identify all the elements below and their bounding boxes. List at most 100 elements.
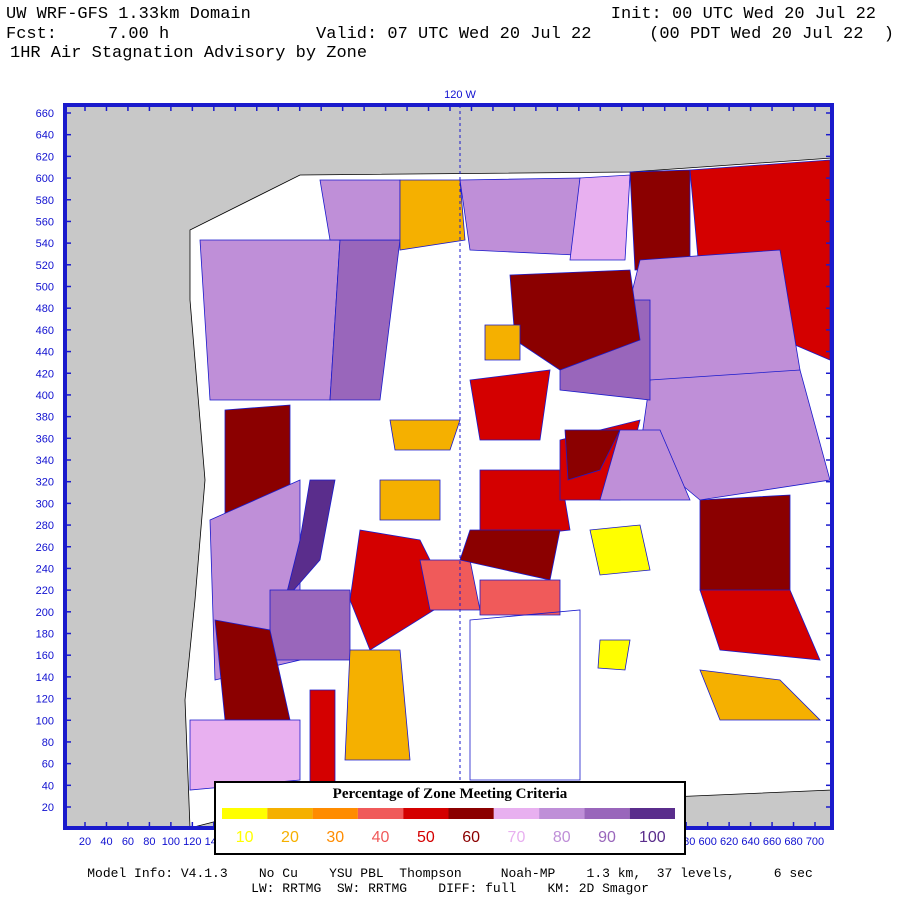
legend-swatch xyxy=(222,808,268,819)
legend-label: 10 xyxy=(236,829,254,846)
zone xyxy=(569,174,631,261)
legend-label: 100 xyxy=(639,829,666,846)
y-label: 160 xyxy=(36,650,54,662)
x-label: 100 xyxy=(162,836,180,848)
y-label: 260 xyxy=(36,542,54,554)
y-label: 440 xyxy=(36,347,54,359)
legend-label: 90 xyxy=(598,829,616,846)
header-local: (00 PDT Wed 20 Jul 22 ) xyxy=(649,25,894,44)
y-label: 140 xyxy=(36,672,54,684)
header-product: 1HR Air Stagnation Advisory by Zone xyxy=(10,44,367,63)
y-label: 20 xyxy=(42,802,54,814)
legend-swatch xyxy=(539,808,585,819)
zone xyxy=(344,649,411,761)
x-label: 700 xyxy=(806,836,824,848)
legend-swatch xyxy=(629,808,675,819)
y-label: 280 xyxy=(36,520,54,532)
y-label: 80 xyxy=(42,737,54,749)
footer-line: LW: RRTMG SW: RRTMG DIFF: full KM: 2D Sm… xyxy=(251,881,649,896)
zone xyxy=(189,719,301,791)
y-label: 340 xyxy=(36,455,54,467)
y-label: 240 xyxy=(36,563,54,575)
y-label: 360 xyxy=(36,433,54,445)
y-label: 120 xyxy=(36,694,54,706)
y-label: 60 xyxy=(42,759,54,771)
header-valid: Valid: 07 UTC Wed 20 Jul 22 xyxy=(316,25,591,44)
y-label: 200 xyxy=(36,607,54,619)
zone xyxy=(479,579,561,616)
legend-swatch xyxy=(448,808,494,819)
x-label: 640 xyxy=(741,836,759,848)
header-init: Init: 00 UTC Wed 20 Jul 22 xyxy=(611,5,876,24)
legend-swatch xyxy=(312,808,358,819)
y-label: 420 xyxy=(36,368,54,380)
y-label: 500 xyxy=(36,282,54,294)
header-title: UW WRF-GFS 1.33km Domain xyxy=(6,5,251,24)
y-label: 220 xyxy=(36,585,54,597)
zone xyxy=(269,589,351,661)
x-label: 600 xyxy=(698,836,716,848)
zone xyxy=(629,169,691,271)
legend-label: 70 xyxy=(508,829,526,846)
legend-title: Percentage of Zone Meeting Criteria xyxy=(333,786,568,802)
y-label: 480 xyxy=(36,303,54,315)
x-label: 120 xyxy=(183,836,201,848)
y-label: 100 xyxy=(36,715,54,727)
zone xyxy=(319,179,401,241)
y-label: 640 xyxy=(36,130,54,142)
zone xyxy=(599,429,691,501)
zone xyxy=(284,479,336,601)
zone xyxy=(699,589,821,661)
y-label: 580 xyxy=(36,195,54,207)
legend-swatch xyxy=(584,808,630,819)
zones xyxy=(189,159,831,791)
x-label: 60 xyxy=(122,836,134,848)
y-label: 300 xyxy=(36,498,54,510)
zone xyxy=(564,429,621,481)
zone xyxy=(379,479,441,521)
legend-label: 40 xyxy=(372,829,390,846)
zone xyxy=(309,689,336,791)
y-label: 600 xyxy=(36,173,54,185)
y-label: 520 xyxy=(36,260,54,272)
zone xyxy=(469,609,581,781)
zone xyxy=(469,369,551,441)
zone xyxy=(479,469,571,541)
zone xyxy=(419,559,481,611)
legend-label: 20 xyxy=(281,829,299,846)
legend-label: 80 xyxy=(553,829,571,846)
x-label: 80 xyxy=(143,836,155,848)
x-label: 680 xyxy=(784,836,802,848)
y-label: 620 xyxy=(36,151,54,163)
y-label: 320 xyxy=(36,477,54,489)
zone xyxy=(389,419,461,451)
x-label: 40 xyxy=(100,836,112,848)
y-label: 460 xyxy=(36,325,54,337)
y-label: 180 xyxy=(36,629,54,641)
legend-swatch xyxy=(267,808,313,819)
footer-line: Model Info: V4.1.3 No Cu YSU PBL Thompso… xyxy=(87,866,813,881)
zone xyxy=(699,669,821,721)
zone xyxy=(484,324,521,361)
legend-swatch xyxy=(403,808,449,819)
zone xyxy=(597,639,631,671)
zone xyxy=(199,239,341,401)
meridian-label: 120 W xyxy=(444,89,476,101)
zone xyxy=(399,179,466,251)
y-label: 660 xyxy=(36,108,54,120)
y-label: 40 xyxy=(42,780,54,792)
x-label: 620 xyxy=(720,836,738,848)
y-label: 560 xyxy=(36,216,54,228)
legend-label: 30 xyxy=(326,829,344,846)
y-label: 540 xyxy=(36,238,54,250)
legend-swatch xyxy=(357,808,404,819)
header-fcst: Fcst: 7.00 h xyxy=(6,25,169,44)
zone xyxy=(459,177,581,256)
y-label: 380 xyxy=(36,412,54,424)
map xyxy=(63,103,834,830)
legend-swatch xyxy=(493,808,540,819)
x-label: 660 xyxy=(763,836,781,848)
legend: Percentage of Zone Meeting Criteria 10 20… xyxy=(214,781,686,855)
x-label: 20 xyxy=(79,836,91,848)
